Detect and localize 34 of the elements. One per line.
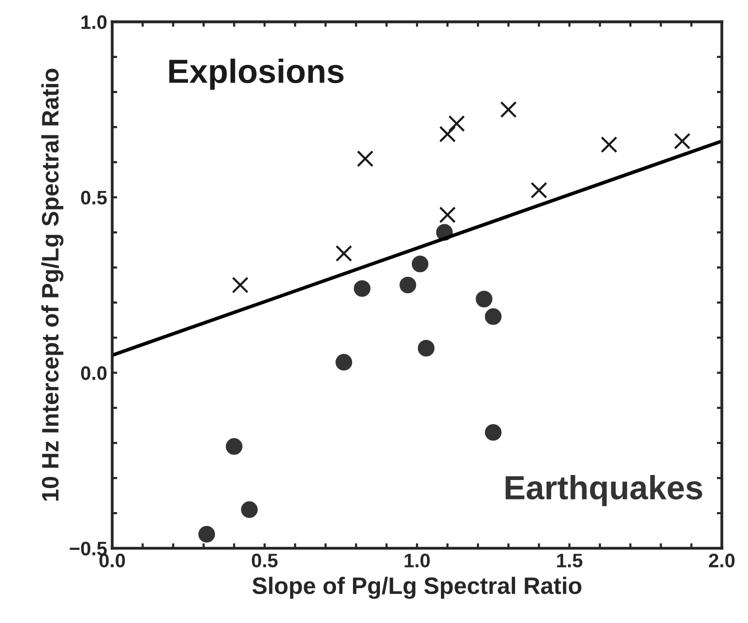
point	[198, 526, 216, 543]
x-tick-label: 1.0	[404, 554, 430, 568]
point	[226, 438, 242, 455]
y-tick-label: −0.5	[70, 542, 107, 556]
point	[500, 101, 517, 118]
point	[476, 290, 492, 308]
point	[484, 424, 502, 441]
y-axis-title: 10 Hz Intercept of Pg/Lg Spectral Ratio	[41, 68, 64, 501]
point	[336, 354, 352, 371]
point	[439, 206, 456, 224]
point	[674, 132, 691, 150]
point	[336, 245, 352, 262]
x-tick-label: 2.0	[708, 554, 735, 568]
legend-label: Explosions	[169, 58, 344, 90]
legend-label: Earthquakes	[506, 475, 702, 506]
point	[241, 501, 258, 518]
point	[439, 126, 456, 142]
x-tick-label: 1.5	[557, 554, 582, 568]
point	[232, 276, 249, 294]
point	[356, 150, 374, 168]
y-tick-label: 1.0	[82, 15, 107, 30]
point	[448, 115, 465, 132]
point	[600, 136, 618, 153]
x-tick-label: 0.5	[252, 554, 278, 568]
y-tick-label: 0.0	[81, 366, 107, 380]
point	[530, 182, 548, 199]
point	[354, 280, 370, 297]
point	[412, 256, 428, 272]
x-axis-title: Slope of Pg/Lg Spectral Ratio	[252, 576, 582, 599]
y-tick-label: 0.5	[81, 190, 107, 205]
point	[418, 340, 434, 357]
point	[484, 308, 502, 325]
x-tick-label: 0.0	[99, 554, 125, 568]
point	[400, 276, 416, 294]
